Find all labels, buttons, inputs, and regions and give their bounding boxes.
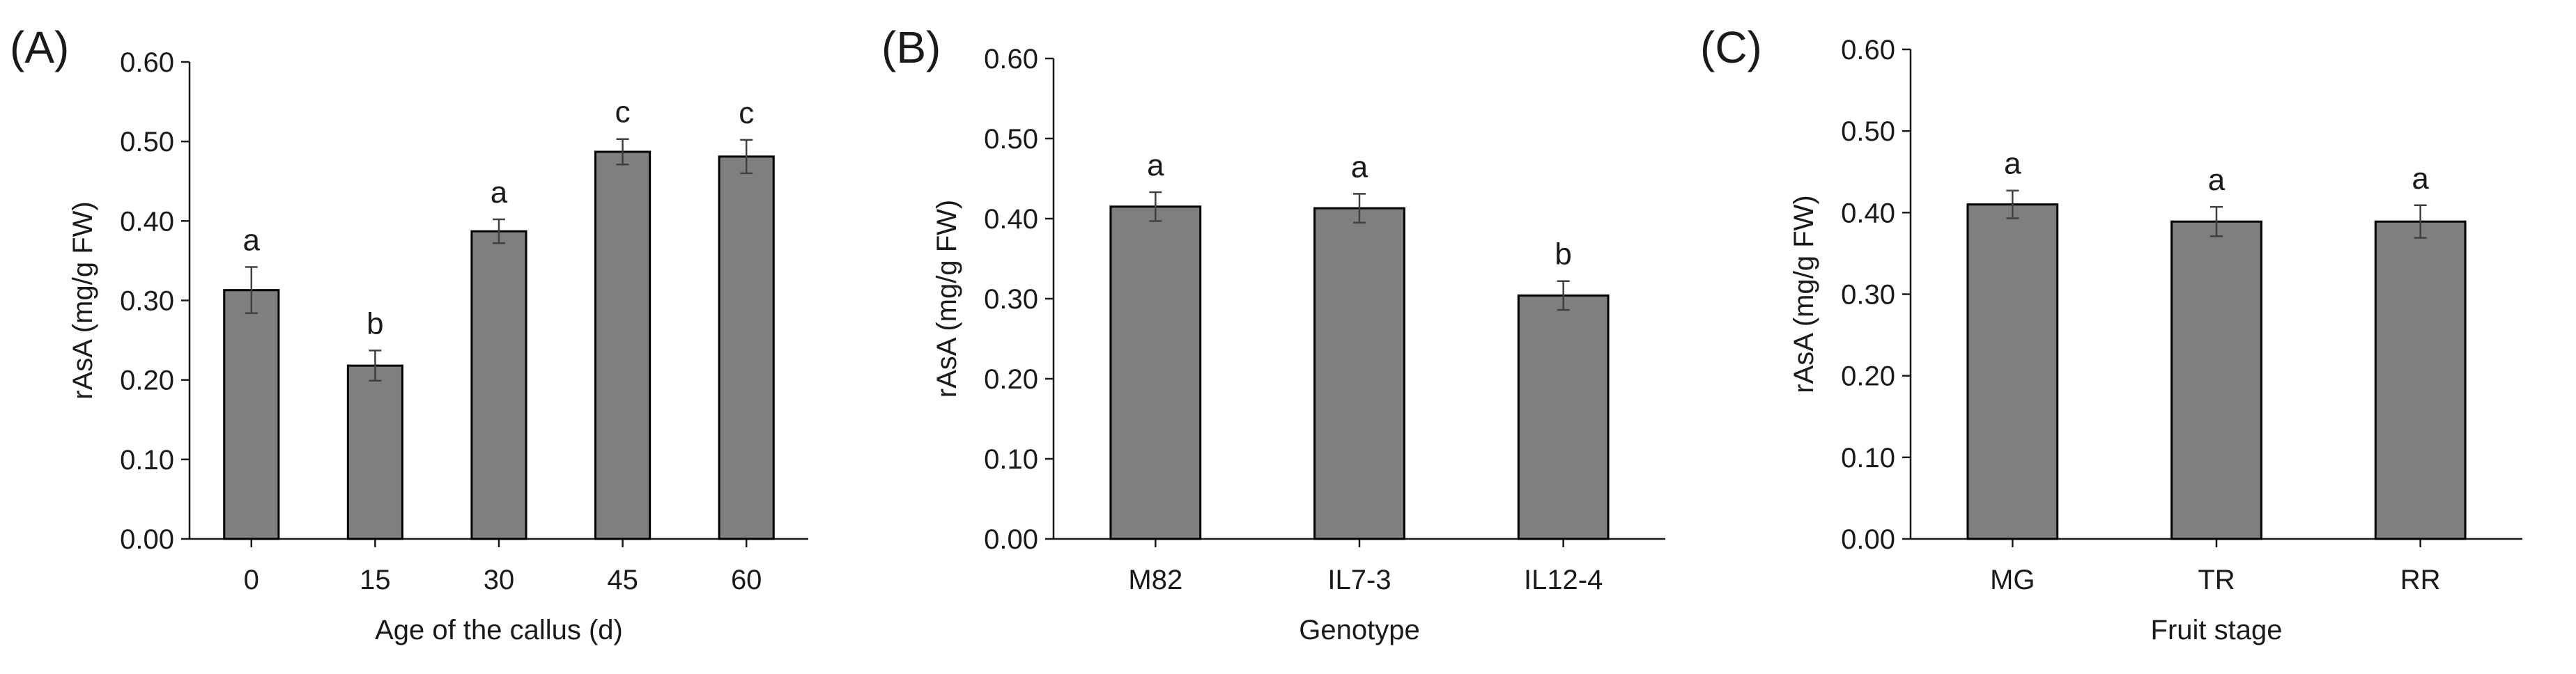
x-axis-title: Fruit stage <box>2151 615 2283 645</box>
bar <box>718 155 775 540</box>
x-tick-label: MG <box>1990 565 2035 595</box>
bar <box>1517 294 1610 540</box>
y-tick-label: 0.50 <box>120 127 174 157</box>
significance-letter: a <box>491 175 508 210</box>
y-tick-label: 0.60 <box>984 44 1038 75</box>
panel-label: (B) <box>881 22 941 72</box>
x-tick-label: IL12-4 <box>1524 565 1603 595</box>
x-tick-label: IL7-3 <box>1327 565 1391 595</box>
bar <box>223 289 280 540</box>
y-tick-label: 0.50 <box>984 124 1038 155</box>
significance-letter: a <box>2208 163 2226 197</box>
panel-c: (C) 0.00 0.10 0.20 0.30 0.40 0.50 0.60 rAsA (mg/… <box>1700 22 2522 645</box>
x-tick-label: RR <box>2400 565 2441 595</box>
panel-a: (A) 0.00 0.10 0.20 0.30 0.40 0.50 0.60 rAsA (mg/… <box>10 22 808 645</box>
significance-letter: a <box>2412 162 2429 196</box>
x-tick-label: 45 <box>607 565 638 595</box>
x-tick-label: 30 <box>484 565 515 595</box>
y-tick-label: 0.40 <box>984 204 1038 235</box>
x-tick-label: 60 <box>731 565 762 595</box>
significance-letter: b <box>367 306 383 340</box>
panel-label: (A) <box>10 22 69 72</box>
x-axis-title: Age of the callus (d) <box>375 615 623 645</box>
y-tick-label: 0.00 <box>120 524 174 555</box>
bar <box>594 150 651 540</box>
y-tick-label: 0.30 <box>984 284 1038 315</box>
bar <box>1109 205 1202 540</box>
x-tick-label: M82 <box>1128 565 1182 595</box>
y-axis-title: rAsA (mg/g FW) <box>1789 195 1819 393</box>
significance-letter: b <box>1555 237 1571 272</box>
bar <box>2374 220 2467 540</box>
y-tick-label: 0.40 <box>120 206 174 237</box>
y-tick-label: 0.40 <box>1841 198 1895 228</box>
significance-letter: a <box>243 224 261 258</box>
significance-letter: c <box>615 95 631 130</box>
significance-letter: c <box>739 96 754 130</box>
y-axis-title: rAsA (mg/g FW) <box>68 201 98 399</box>
bar <box>470 230 527 540</box>
x-tick-label: 0 <box>244 565 259 595</box>
significance-letter: a <box>1351 150 1368 184</box>
y-tick-label: 0.10 <box>1841 443 1895 473</box>
y-tick-label: 0.30 <box>1841 280 1895 311</box>
y-tick-label: 0.20 <box>984 364 1038 395</box>
panel-label: (C) <box>1700 22 1762 72</box>
bar <box>1966 203 2059 540</box>
y-tick-label: 0.10 <box>120 445 174 476</box>
bar <box>1313 207 1405 540</box>
y-tick-label: 0.30 <box>120 286 174 317</box>
bar <box>2170 220 2262 540</box>
x-tick-label: 15 <box>360 565 391 595</box>
significance-letter: a <box>1147 148 1164 182</box>
y-tick-label: 0.60 <box>1841 35 1895 65</box>
y-tick-label: 0.20 <box>1841 361 1895 392</box>
y-tick-label: 0.60 <box>120 47 174 78</box>
y-tick-label: 0.00 <box>1841 524 1895 555</box>
y-tick-label: 0.10 <box>984 444 1038 475</box>
x-axis-title: Genotype <box>1299 615 1419 645</box>
y-tick-label: 0.50 <box>1841 116 1895 147</box>
bar <box>346 364 403 540</box>
panel-b: (B) 0.00 0.10 0.20 0.30 0.40 0.50 0.60 rAsA (mg/… <box>881 22 1665 645</box>
significance-letter: a <box>2004 147 2021 181</box>
y-axis-title: rAsA (mg/g FW) <box>932 200 962 398</box>
y-tick-label: 0.00 <box>984 524 1038 555</box>
y-tick-label: 0.20 <box>120 366 174 396</box>
x-tick-label: TR <box>2198 565 2235 595</box>
